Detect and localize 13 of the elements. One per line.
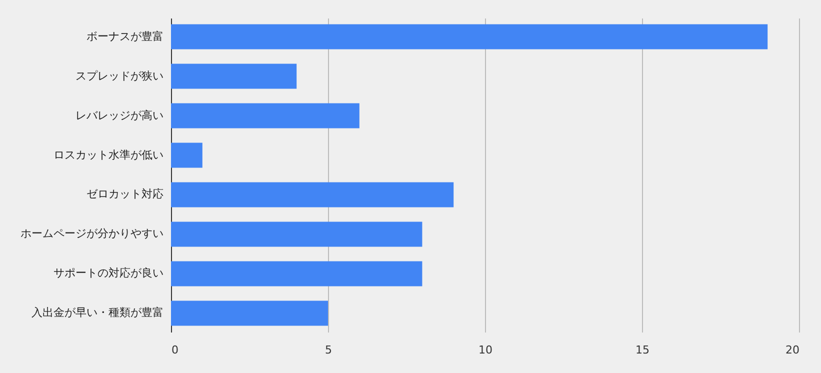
x-tick-label: 0 bbox=[172, 344, 178, 356]
x-tick-label: 5 bbox=[325, 344, 332, 356]
y-tick-label: スプレッドが狭い bbox=[76, 69, 164, 82]
y-tick-label: ゼロカット対応 bbox=[86, 188, 164, 201]
y-tick-label: レバレッジが高い bbox=[76, 108, 164, 122]
y-tick-label: ホームページが分かりやすい bbox=[20, 227, 164, 240]
x-tick-label: 20 bbox=[786, 344, 800, 356]
y-tick-label: ボーナスが豊富 bbox=[86, 30, 164, 43]
x-tick-label: 10 bbox=[478, 344, 492, 356]
y-tick-label: 入出金が早い・種類が豊富 bbox=[32, 306, 164, 320]
y-tick-label: ロスカット水準が低い bbox=[54, 148, 164, 162]
y-tick-label: サポートの対応が良い bbox=[54, 266, 164, 280]
x-tick-label: 15 bbox=[636, 344, 650, 356]
